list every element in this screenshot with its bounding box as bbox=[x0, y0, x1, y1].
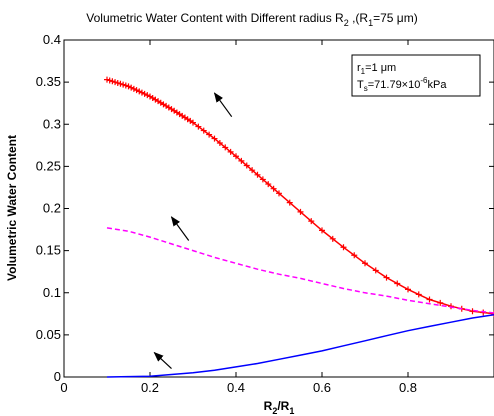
series-line-3 bbox=[106, 313, 494, 378]
series-1-marker bbox=[190, 119, 196, 126]
series-1-marker bbox=[200, 127, 207, 134]
series-1-marker bbox=[319, 227, 325, 234]
series-1-marker bbox=[216, 139, 223, 146]
x-axis-label: R2/R1 bbox=[264, 399, 295, 416]
ticks-layer: 0 0.2 0.4 0.6 0.8 0 0.05 0.1 0.15 0.2 0.25 0.3 0.35 0… bbox=[36, 32, 494, 395]
series-1-marker bbox=[233, 153, 239, 160]
y-tick-label: 0.3 bbox=[43, 116, 61, 131]
series-1-marker bbox=[195, 123, 202, 130]
series-1-marker bbox=[138, 89, 145, 96]
series-1-marker bbox=[249, 167, 256, 174]
series-1-marker bbox=[112, 79, 119, 86]
series-1-marker bbox=[286, 199, 293, 206]
series-1-marker bbox=[362, 260, 368, 267]
series-layer bbox=[104, 76, 494, 378]
annotation-line-2: Ts=71.79×10-6kPa bbox=[357, 76, 447, 93]
series-1-marker bbox=[351, 252, 358, 259]
series-1-marker bbox=[125, 83, 132, 90]
y-tick-label: 0.35 bbox=[36, 74, 61, 89]
series-1-marker bbox=[222, 144, 229, 151]
x-tick-label: 0.2 bbox=[141, 380, 159, 395]
arrow-1 bbox=[213, 92, 233, 118]
series-1-marker bbox=[372, 267, 379, 274]
series-1-marker bbox=[206, 131, 213, 138]
x-tick-label: 0.6 bbox=[313, 380, 331, 395]
series-1-marker bbox=[122, 82, 129, 89]
series-1-marker bbox=[265, 181, 272, 188]
series-1-marker bbox=[254, 171, 261, 178]
series-1-marker bbox=[394, 280, 401, 287]
series-1-marker bbox=[104, 76, 110, 83]
series-1-marker bbox=[133, 87, 140, 94]
series-1-marker bbox=[243, 162, 250, 169]
x-tick-label: 0.4 bbox=[227, 380, 245, 395]
series-1-marker bbox=[128, 84, 135, 91]
series-1-marker bbox=[106, 77, 113, 84]
series-1-marker bbox=[383, 274, 390, 281]
series-1-marker bbox=[211, 135, 218, 142]
series-1-marker bbox=[448, 303, 454, 310]
series-1-marker bbox=[437, 299, 444, 306]
y-tick-label: 0 bbox=[54, 369, 61, 384]
series-1-marker bbox=[340, 244, 347, 251]
annotation-box: r1=1 μm Ts=71.79×10-6kPa bbox=[351, 54, 481, 97]
x-tick-label: 0 bbox=[60, 380, 67, 395]
series-1-marker bbox=[270, 185, 277, 192]
series-1-marker bbox=[238, 157, 245, 164]
series-1-marker bbox=[120, 81, 127, 88]
chart-title: Volumetric Water Content with Different … bbox=[86, 11, 417, 28]
series-1-marker bbox=[308, 218, 315, 225]
series-1-marker bbox=[259, 176, 266, 183]
y-tick-label: 0.25 bbox=[36, 158, 61, 173]
series-1-marker bbox=[276, 190, 282, 197]
y-tick-label: 0.2 bbox=[43, 201, 61, 216]
arrows-layer bbox=[153, 92, 233, 370]
series-1-marker bbox=[329, 235, 336, 242]
series-line-2 bbox=[106, 227, 494, 314]
y-tick-label: 0.1 bbox=[43, 285, 61, 300]
y-tick-label: 0.05 bbox=[36, 327, 61, 342]
series-1-marker bbox=[415, 291, 422, 298]
series-1-marker bbox=[136, 88, 143, 95]
series-1-marker bbox=[426, 296, 433, 303]
x-tick-label: 0.8 bbox=[399, 380, 417, 395]
annotation-line-1: r1=1 μm bbox=[357, 62, 396, 76]
series-1-marker bbox=[227, 148, 234, 155]
series-1-marker bbox=[117, 80, 124, 87]
series-1-marker bbox=[144, 92, 151, 99]
series-1-marker bbox=[114, 79, 121, 86]
series-1-marker bbox=[109, 78, 116, 85]
series-1-marker bbox=[491, 310, 494, 317]
y-axis-label: Volumetric Water Content bbox=[5, 135, 19, 281]
arrow-2 bbox=[170, 216, 190, 241]
arrow-3 bbox=[153, 351, 172, 370]
series-1-marker bbox=[405, 286, 411, 293]
series-1-marker bbox=[130, 85, 137, 92]
series-1-marker bbox=[141, 90, 148, 97]
series-1-marker bbox=[297, 208, 304, 215]
y-tick-label: 0.15 bbox=[36, 243, 61, 258]
y-tick-label: 0.4 bbox=[43, 32, 61, 47]
